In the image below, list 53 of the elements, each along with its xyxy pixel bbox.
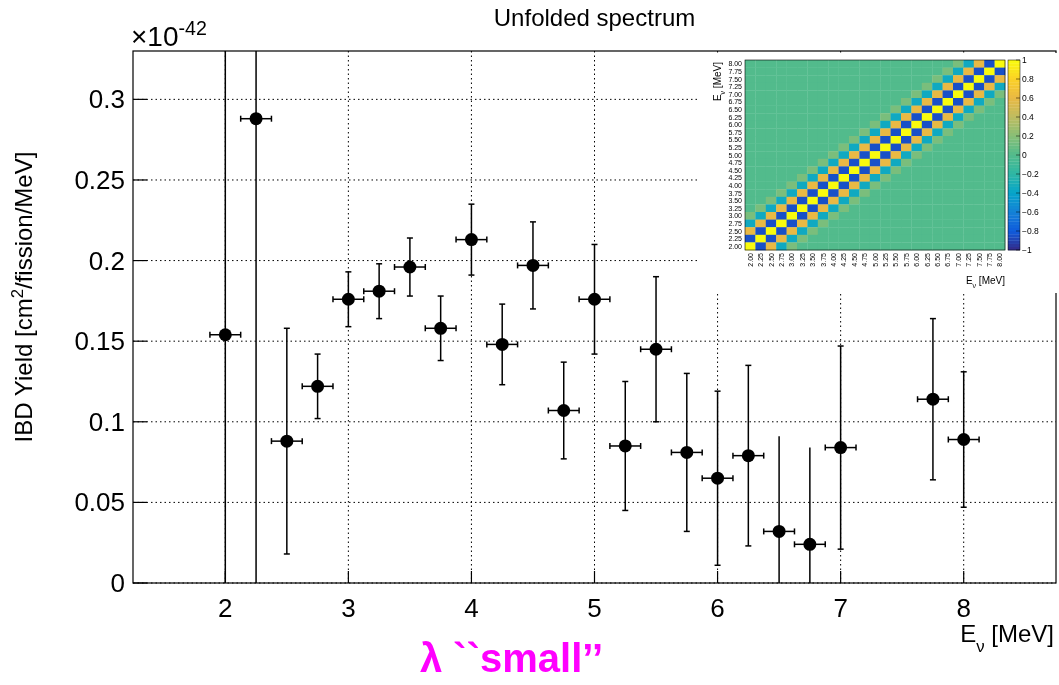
point xyxy=(341,292,355,306)
point xyxy=(218,328,232,342)
x-axis-title: E$_{ν}$ [MeV] xyxy=(960,620,1054,656)
point xyxy=(588,292,601,306)
text: λ ``small’’ xyxy=(420,636,604,680)
point xyxy=(772,524,786,538)
color-bar-label: 0.8 xyxy=(1022,74,1035,84)
color-bar-label: −1 xyxy=(1022,245,1032,255)
point xyxy=(926,392,940,406)
point xyxy=(403,260,417,274)
x-tick-label: 6 xyxy=(710,593,725,623)
point xyxy=(649,342,663,356)
point xyxy=(618,439,632,453)
x-axis-title: E$_{ν}$ [MeV] xyxy=(965,275,1006,289)
point xyxy=(495,337,509,351)
point xyxy=(711,471,725,485)
color-bar-label: 0 xyxy=(1022,150,1027,160)
x-tick-label: 7 xyxy=(833,593,848,623)
point xyxy=(372,284,386,298)
point xyxy=(526,258,540,272)
point xyxy=(311,379,325,393)
color-bar-label: −0.8 xyxy=(1022,226,1040,236)
color-bar-label: −0.4 xyxy=(1022,188,1040,198)
point xyxy=(434,321,448,335)
color-bar-label: 0.6 xyxy=(1022,93,1035,103)
point xyxy=(834,441,848,455)
y-tick-label: 0 xyxy=(110,568,125,598)
y-tick-label: 0.05 xyxy=(74,487,125,518)
x-tick-label: 5 xyxy=(587,593,602,623)
point xyxy=(803,537,817,551)
x-tick-label: 3 xyxy=(341,593,356,623)
annotation: ×10$^{-42}$ xyxy=(131,17,207,52)
x-tick-label: 8 xyxy=(956,593,971,623)
color-bar-label: 0.2 xyxy=(1022,131,1035,141)
point xyxy=(741,449,755,463)
point xyxy=(249,112,263,126)
color-bar-label: −0.2 xyxy=(1022,169,1040,179)
chart-title: Unfolded spectrum xyxy=(493,4,696,31)
point xyxy=(557,404,571,417)
y-tick-label: 0.15 xyxy=(74,326,125,357)
point xyxy=(680,445,694,459)
color-bar-label: 1 xyxy=(1022,55,1027,65)
y-tick-label: 0.2 xyxy=(88,245,125,276)
y-tick-label: 0.1 xyxy=(88,406,125,437)
point xyxy=(957,433,971,447)
x-tick-label: 4 xyxy=(464,593,479,623)
point xyxy=(280,434,294,448)
y-tick-label: 0.3 xyxy=(88,84,125,115)
color-bar-label: 0.4 xyxy=(1022,112,1035,122)
y-tick-label: 0.25 xyxy=(74,164,125,195)
color-bar-label: −0.6 xyxy=(1022,207,1040,217)
point xyxy=(464,233,478,247)
x-tick-label: 2 xyxy=(218,593,233,623)
